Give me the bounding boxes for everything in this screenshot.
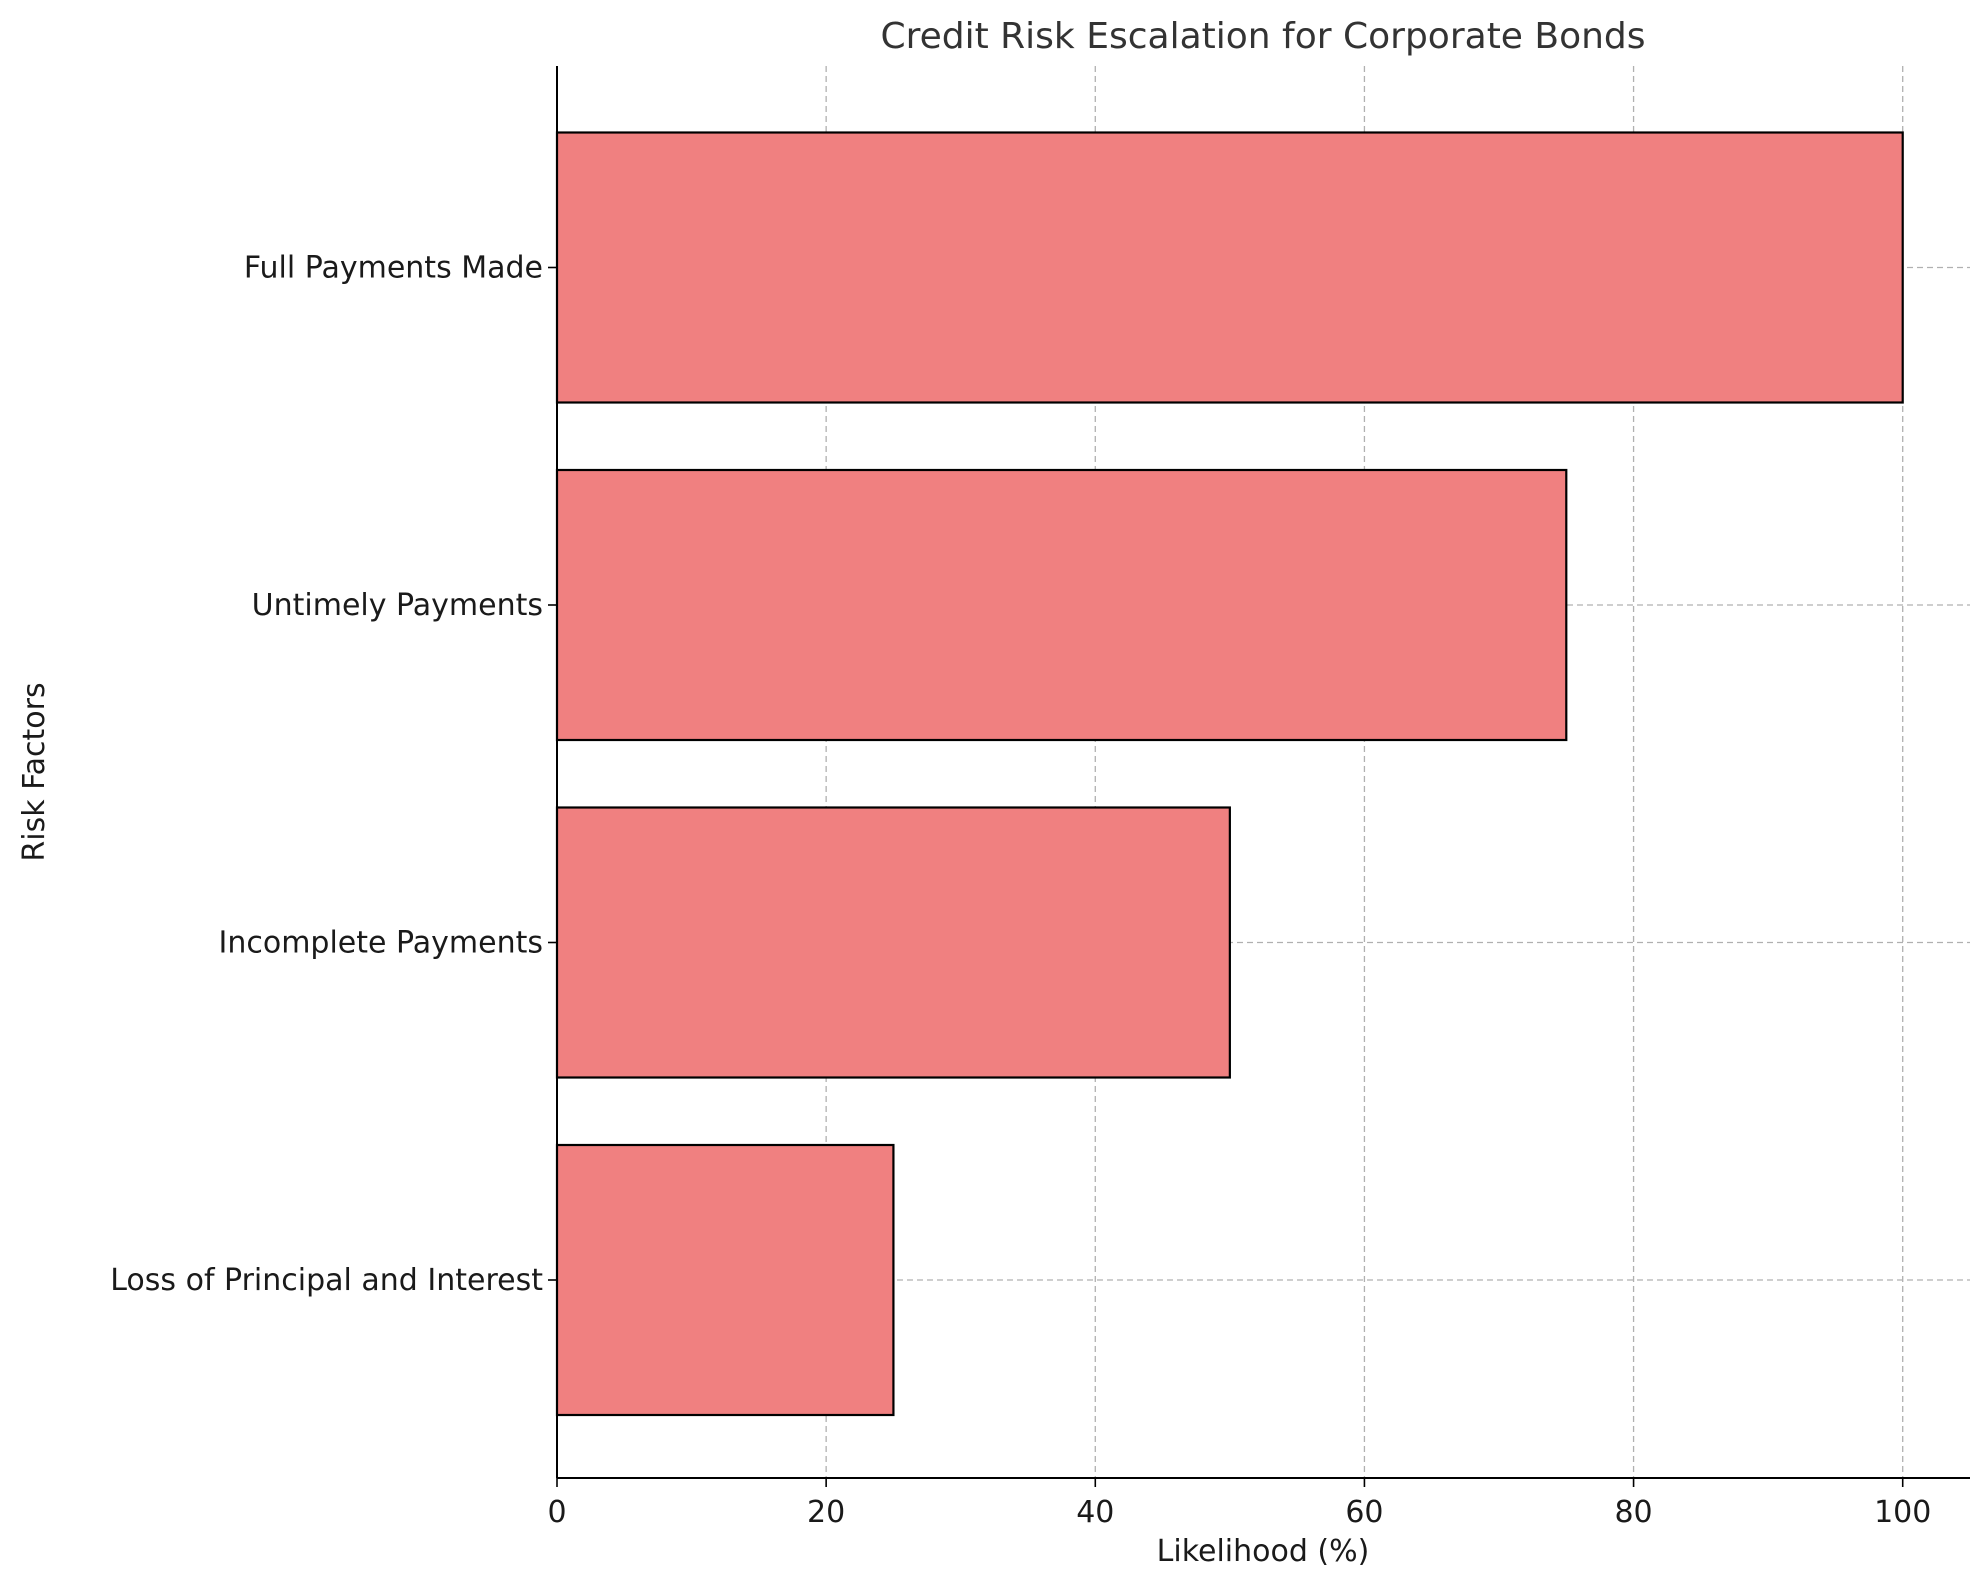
axes — [556, 66, 1970, 1479]
x-tick-label: 20 — [807, 1495, 845, 1530]
x-tick-label: 40 — [1076, 1495, 1114, 1530]
y-tick-label: Incomplete Payments — [219, 926, 544, 961]
y-tick-label: Untimely Payments — [252, 588, 543, 623]
bars — [555, 131, 1904, 1417]
x-axis-label: Likelihood (%) — [1157, 1534, 1370, 1569]
bar — [555, 1143, 895, 1417]
x-tick-label: 80 — [1614, 1495, 1652, 1530]
bar — [555, 131, 1904, 404]
chart-title: Credit Risk Escalation for Corporate Bon… — [880, 16, 1645, 57]
y-tick-label: Full Payments Made — [244, 251, 543, 286]
bar — [555, 806, 1231, 1079]
bar — [555, 468, 1568, 742]
y-axis-label: Risk Factors — [17, 682, 52, 861]
y-ticks: Loss of Principal and Interest Incomplete… — [110, 251, 557, 1298]
x-ticks: 0 20 40 60 80 100 — [547, 1478, 1931, 1530]
x-tick-label: 60 — [1345, 1495, 1383, 1530]
y-tick-label: Loss of Principal and Interest — [110, 1263, 543, 1298]
x-tick-label: 0 — [547, 1495, 566, 1530]
x-tick-label: 100 — [1874, 1495, 1931, 1530]
